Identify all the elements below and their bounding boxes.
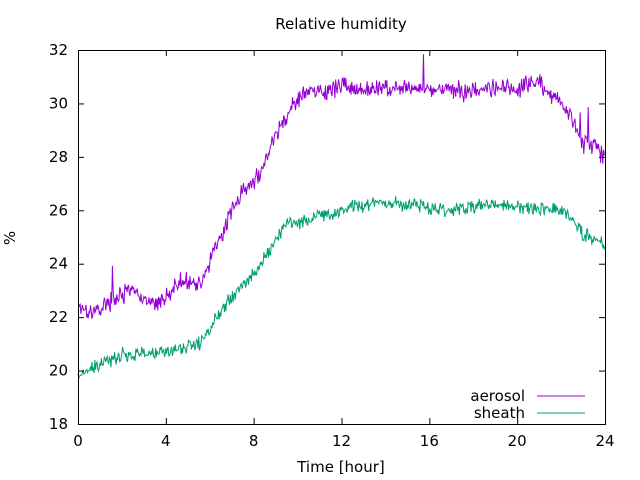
chart-title: Relative humidity xyxy=(275,15,407,33)
y-tick-label: 32 xyxy=(49,41,68,59)
series-layer xyxy=(77,54,606,379)
x-tick-label: 0 xyxy=(73,432,83,450)
x-tick-label: 4 xyxy=(161,432,171,450)
y-tick-label: 24 xyxy=(49,255,68,273)
y-tick-label: 26 xyxy=(49,201,68,219)
legend-label-sheath: sheath xyxy=(474,404,525,422)
x-tick-label: 8 xyxy=(249,432,259,450)
y-tick-label: 20 xyxy=(49,362,68,380)
series-line-aerosol xyxy=(77,54,606,319)
y-tick-label: 22 xyxy=(49,308,68,326)
x-tick-label: 12 xyxy=(332,432,351,450)
x-axis-label: Time [hour] xyxy=(296,458,385,476)
y-tick-label: 30 xyxy=(49,94,68,112)
series-line-sheath xyxy=(77,196,606,379)
x-tick-label: 24 xyxy=(595,432,614,450)
y-axis-label: % xyxy=(1,231,19,245)
y-tick-label: 28 xyxy=(49,148,68,166)
legend-label-aerosol: aerosol xyxy=(470,387,525,405)
y-tick-label: 18 xyxy=(49,415,68,433)
plot-frame xyxy=(78,50,606,425)
tick-layer: 0 4 8 12 16 20 24 18 20 22 24 26 28 30 32 xyxy=(49,41,615,450)
x-tick-label: 16 xyxy=(420,432,439,450)
x-tick-label: 20 xyxy=(508,432,527,450)
